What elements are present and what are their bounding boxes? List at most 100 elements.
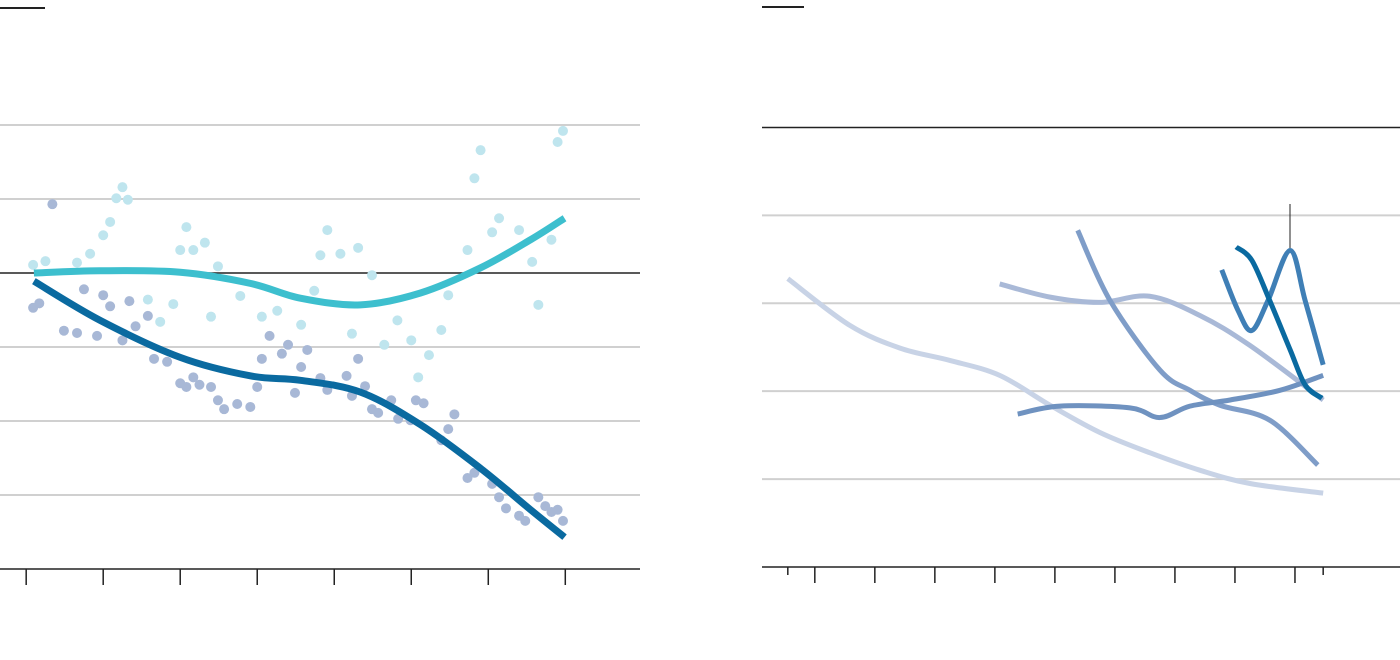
point <box>360 381 371 392</box>
series-line <box>1075 229 1320 467</box>
point <box>322 225 333 236</box>
point <box>232 398 243 409</box>
point <box>98 290 109 301</box>
point <box>353 353 364 364</box>
point <box>410 395 421 406</box>
point <box>162 356 173 367</box>
point <box>296 361 307 372</box>
point <box>335 248 346 259</box>
point <box>188 245 199 256</box>
point <box>315 250 326 261</box>
point <box>175 245 186 256</box>
point <box>557 125 568 136</box>
point <box>289 387 300 398</box>
series-line <box>1234 244 1324 401</box>
point <box>406 335 417 346</box>
point <box>98 230 109 241</box>
series-line <box>33 215 567 309</box>
point <box>58 325 69 336</box>
point <box>47 199 58 210</box>
point <box>514 225 525 236</box>
point <box>212 395 223 406</box>
point <box>533 299 544 310</box>
series-line <box>999 281 1325 402</box>
point <box>272 305 283 316</box>
point <box>117 335 128 346</box>
point <box>413 372 424 383</box>
point <box>540 501 551 512</box>
point <box>533 492 544 503</box>
point <box>142 294 153 305</box>
point <box>105 301 116 312</box>
point <box>373 407 384 418</box>
point <box>423 350 434 361</box>
point <box>34 298 45 309</box>
point <box>117 182 128 193</box>
point <box>124 296 135 307</box>
point <box>78 284 89 295</box>
point <box>28 259 39 270</box>
point <box>462 245 473 256</box>
point <box>500 503 511 514</box>
point <box>149 353 160 364</box>
point <box>494 213 505 224</box>
point <box>194 379 205 390</box>
series-line <box>786 276 1324 496</box>
point <box>309 285 320 296</box>
point <box>130 321 141 332</box>
point <box>72 257 83 268</box>
point <box>264 330 275 341</box>
point <box>40 256 51 267</box>
point <box>188 372 199 383</box>
point <box>283 339 294 350</box>
point <box>379 339 390 350</box>
point <box>181 222 192 233</box>
point <box>449 409 460 420</box>
point <box>341 370 352 381</box>
point <box>212 261 223 272</box>
point <box>469 173 480 184</box>
point <box>552 137 563 148</box>
point <box>443 290 454 301</box>
point <box>105 216 116 227</box>
point <box>155 316 166 327</box>
point <box>111 193 122 204</box>
point <box>418 398 429 409</box>
point <box>443 424 454 435</box>
point <box>245 401 256 412</box>
point <box>168 299 179 310</box>
point <box>219 404 230 415</box>
point <box>494 492 505 503</box>
point <box>475 145 486 156</box>
point <box>302 344 313 355</box>
series-line <box>1017 373 1325 421</box>
point <box>366 270 377 281</box>
point <box>256 311 267 322</box>
point <box>469 467 480 478</box>
point <box>546 234 557 245</box>
point <box>462 472 473 483</box>
point <box>557 515 568 526</box>
point <box>235 290 246 301</box>
point <box>552 504 563 515</box>
point <box>142 310 153 321</box>
point <box>256 353 267 364</box>
point <box>296 319 307 330</box>
point <box>85 248 96 259</box>
point <box>346 328 357 339</box>
point <box>527 256 538 267</box>
series-line <box>32 278 567 540</box>
point <box>122 194 133 205</box>
point <box>520 515 531 526</box>
point <box>487 227 498 238</box>
point <box>72 327 83 338</box>
point <box>199 237 210 248</box>
point <box>206 311 217 322</box>
point <box>252 381 263 392</box>
point <box>392 315 403 326</box>
point <box>206 381 217 392</box>
point <box>92 330 103 341</box>
point <box>181 381 192 392</box>
point <box>353 242 364 253</box>
